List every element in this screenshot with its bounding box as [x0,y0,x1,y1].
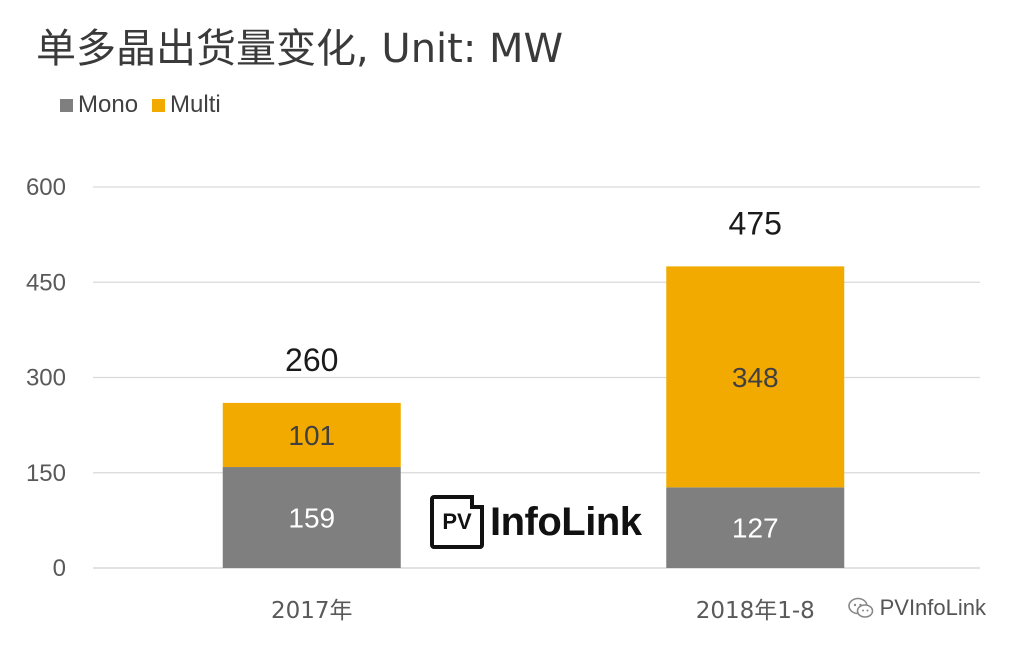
y-tick-label-450: 450 [26,269,66,296]
y-tick-label-0: 0 [53,555,66,582]
infolink-logo: PV InfoLink [430,495,642,549]
bar-mono-0 [222,467,401,568]
legend-label-mono: Mono [78,91,139,118]
infolink-logo-text: InfoLink [490,499,642,544]
legend-swatch-multi [152,98,166,112]
bar-mono-1 [666,487,845,568]
legend-swatch-mono [60,98,73,112]
total-label-0: 260 [285,342,338,378]
chart-legend: Mono Multi [60,91,235,119]
data-label-mono-1: 127 [732,513,779,544]
x-tick-label-1: 2018年1-8 [696,598,815,624]
legend-item-multi: Multi [152,91,221,119]
y-tick-label-300: 300 [26,365,66,392]
legend-label-multi: Multi [170,91,221,118]
data-label-multi-0: 101 [288,420,335,451]
y-tick-label-600: 600 [26,174,66,201]
wechat-source-label: PVInfoLink [879,595,986,620]
chart-title: 单多晶出货量变化, Unit: MW [36,26,564,72]
total-label-1: 475 [729,205,782,241]
bar-multi-1 [666,266,845,488]
data-label-multi-1: 348 [732,362,779,393]
bar-multi-0 [222,402,401,468]
wechat-icon [847,597,873,618]
legend-item-mono: Mono [60,91,138,119]
y-tick-label-150: 150 [26,460,66,487]
wechat-source-badge: PVInfoLink [847,595,986,621]
pv-logo-badge: PV [430,495,484,549]
x-tick-label-0: 2017年 [271,598,353,624]
data-label-mono-0: 159 [288,503,335,534]
